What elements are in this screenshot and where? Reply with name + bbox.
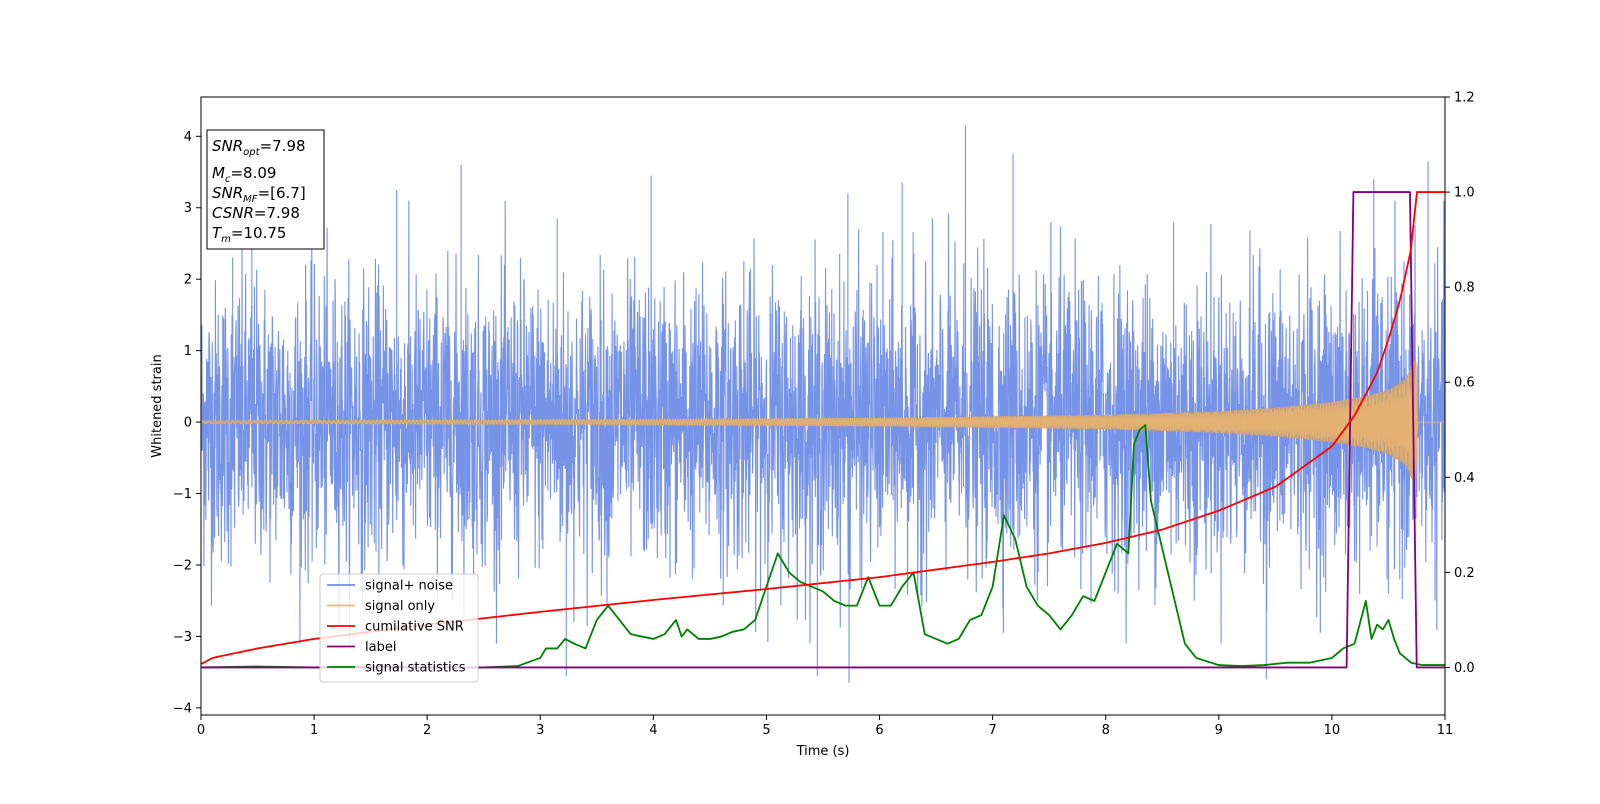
x-tick-label: 4 — [649, 723, 657, 738]
y-left-tick-label: 0 — [184, 416, 192, 431]
stats-tm: Tm=10.75 — [212, 224, 286, 245]
y-axis-right: 0.0 0.2 0.4 0.6 0.8 1.0 1.2 — [1445, 91, 1475, 676]
stats-snr-opt-subscript: opt — [243, 147, 260, 158]
y-axis-left-label: Whitened strain — [150, 354, 165, 457]
stats-snr-mf-value: =[6.7] — [258, 184, 306, 202]
x-tick-label: 3 — [536, 723, 544, 738]
stats-box: SNRopt=7.98 Mc=8.09 SNRMF=[6.7] CSNR=7.9… — [206, 129, 325, 250]
y-right-tick-label: 0.6 — [1454, 376, 1475, 391]
signal-noise-line — [201, 125, 1445, 683]
y-right-tick-label: 0.0 — [1454, 661, 1475, 676]
signal-only-line — [201, 362, 1445, 484]
label-line — [201, 191, 1445, 669]
stats-csnr: CSNR=7.98 — [212, 204, 300, 222]
legend-label: signal+ noise — [365, 579, 453, 594]
x-tick-label: 8 — [1102, 723, 1110, 738]
y-axis-left: −4 −3 −2 −1 0 1 2 3 4 — [173, 130, 201, 716]
stats-snr-mf: SNRMF=[6.7] — [212, 184, 306, 205]
x-tick-label: 11 — [1437, 723, 1454, 738]
y-left-tick-label: −4 — [173, 701, 192, 716]
y-left-tick-label: 3 — [184, 201, 192, 216]
y-right-tick-label: 0.4 — [1454, 471, 1475, 486]
y-right-tick-label: 1.2 — [1454, 91, 1475, 106]
stats-mc-symbol: M — [212, 164, 225, 182]
x-tick-label: 10 — [1324, 723, 1341, 738]
stats-tm-value: =10.75 — [231, 224, 287, 242]
legend: signal+ noise signal only cumilative SNR la… — [319, 573, 479, 683]
legend-label: cumilative SNR — [365, 620, 464, 635]
x-axis-label: Time (s) — [796, 744, 850, 759]
legend-label: label — [365, 640, 396, 655]
legend-items: signal+ noise signal only cumilative SNR la… — [327, 579, 466, 676]
stats-snr-opt-symbol: SNR — [212, 137, 243, 155]
stats-box-frame — [206, 129, 325, 250]
stats-csnr-symbol: CSNR — [212, 204, 254, 222]
y-right-tick-label: 0.2 — [1454, 566, 1475, 581]
x-tick-label: 0 — [197, 723, 205, 738]
legend-label: signal only — [365, 599, 435, 614]
series-layer — [201, 125, 1445, 683]
stats-mc-value: =8.09 — [230, 164, 276, 182]
y-left-tick-label: 1 — [184, 344, 192, 359]
stats-snr-mf-subscript: MF — [243, 194, 258, 205]
stats-snr-opt: SNRopt=7.98 — [212, 137, 306, 158]
plot-frame — [200, 96, 1446, 716]
legend-frame — [319, 573, 479, 683]
y-left-tick-label: 4 — [184, 130, 192, 145]
stats-mc: Mc=8.09 — [212, 164, 276, 185]
signal-statistics-line — [201, 424, 1445, 669]
stats-tm-symbol: T — [212, 224, 223, 242]
signal-only-envelope — [201, 358, 1445, 486]
stats-csnr-value: =7.98 — [254, 204, 300, 222]
stats-mc-subscript: c — [225, 174, 231, 185]
y-right-tick-label: 0.8 — [1454, 281, 1475, 296]
stats-snr-mf-symbol: SNR — [212, 184, 243, 202]
y-left-tick-label: −1 — [173, 487, 192, 502]
x-tick-label: 7 — [988, 723, 996, 738]
y-left-tick-label: −2 — [173, 558, 192, 573]
x-tick-label: 2 — [423, 723, 431, 738]
x-tick-label: 9 — [1215, 723, 1223, 738]
y-left-tick-label: 2 — [184, 273, 192, 288]
stats-tm-subscript: m — [221, 234, 231, 245]
y-left-tick-label: −3 — [173, 630, 192, 645]
stats-snr-opt-value: =7.98 — [260, 137, 306, 155]
x-axis: 0 1 2 3 4 5 6 7 8 9 10 11 — [197, 715, 1453, 738]
x-tick-label: 6 — [875, 723, 883, 738]
legend-label: signal statistics — [365, 661, 466, 676]
x-tick-label: 1 — [310, 723, 318, 738]
y-right-tick-label: 1.0 — [1454, 186, 1475, 201]
x-tick-label: 5 — [762, 723, 770, 738]
